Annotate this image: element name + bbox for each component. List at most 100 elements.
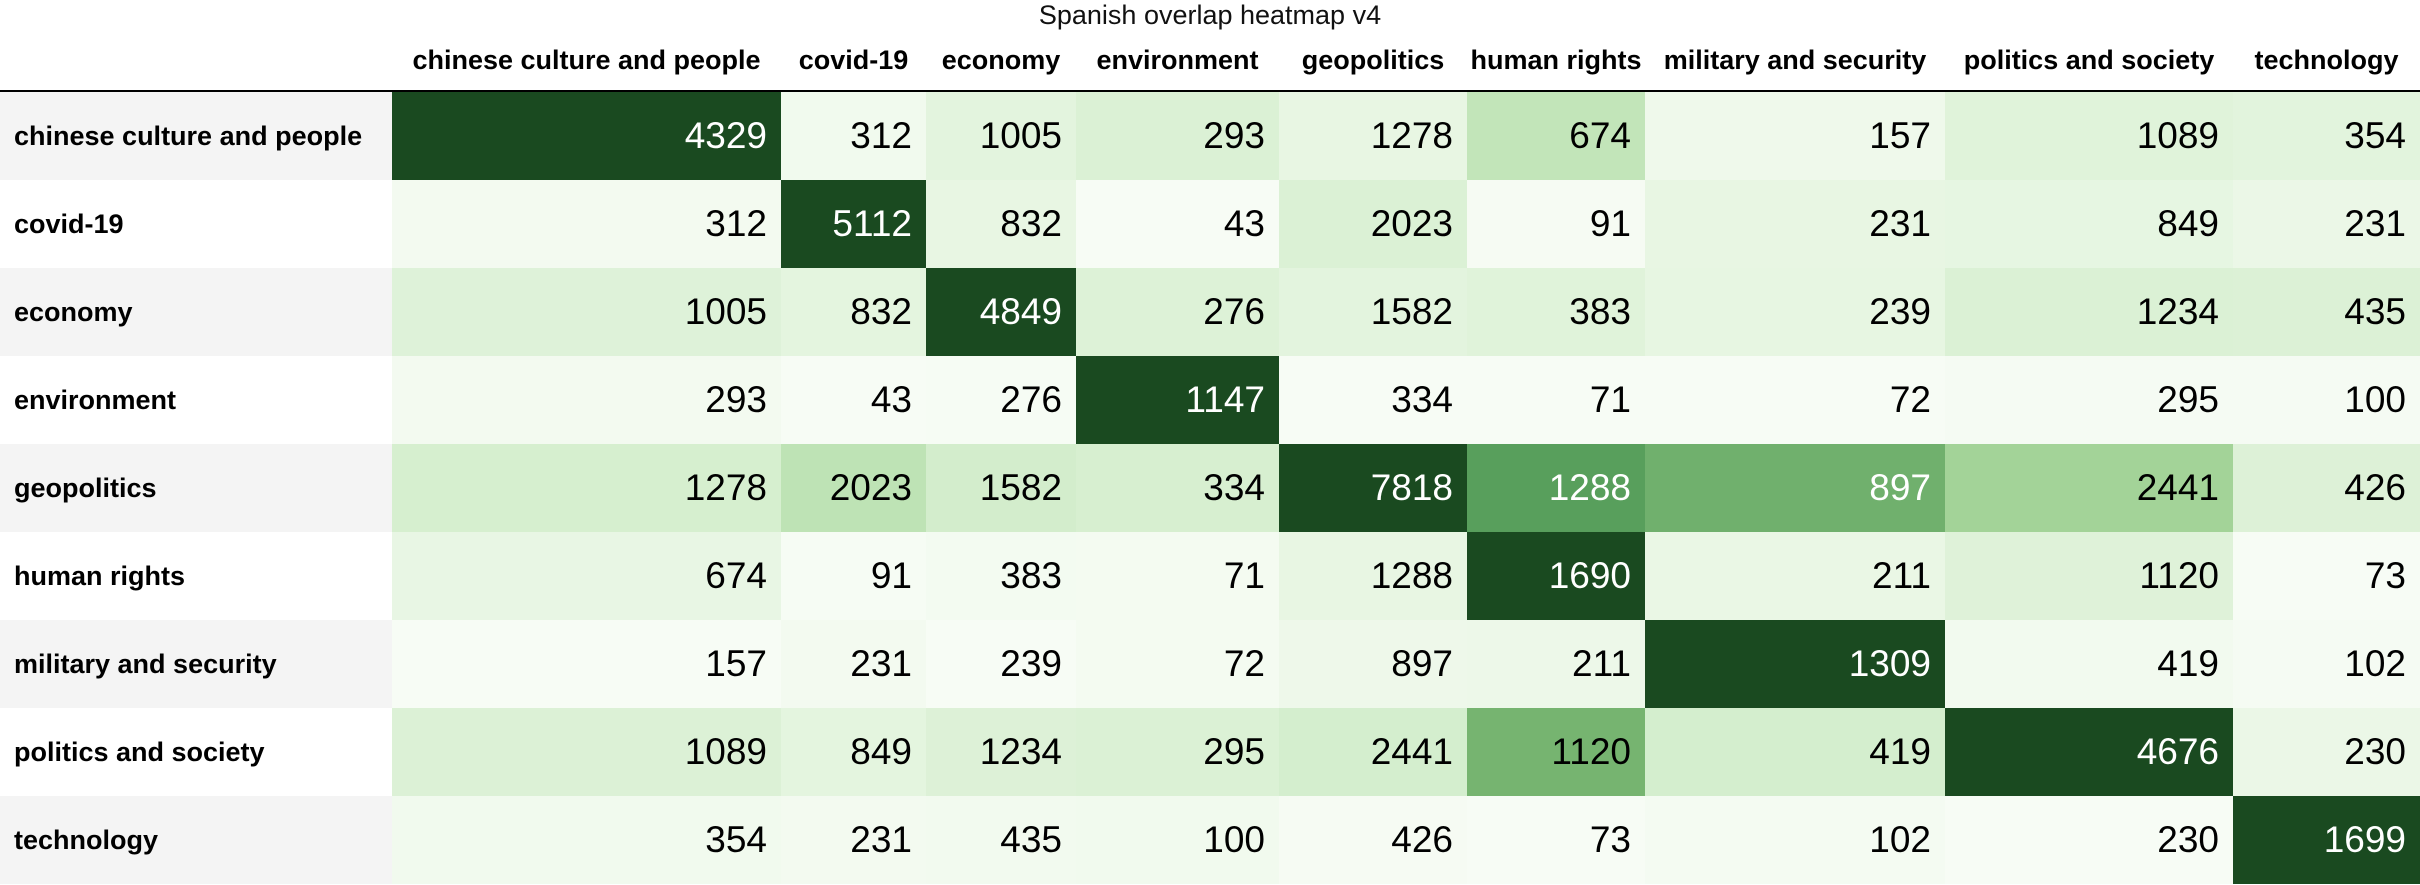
column-header-2: economy <box>926 30 1076 92</box>
heatmap-cell: 312 <box>781 91 926 180</box>
heatmap-cell: 1582 <box>926 444 1076 532</box>
heatmap-cell: 71 <box>1467 356 1645 444</box>
heatmap-cell: 435 <box>2233 268 2420 356</box>
heatmap-cell: 1699 <box>2233 796 2420 884</box>
heatmap-cell: 419 <box>1945 620 2233 708</box>
heatmap-body: chinese culture and people 4329 312 1005 293… <box>0 91 2420 884</box>
heatmap-cell: 293 <box>1076 91 1279 180</box>
heatmap-cell: 426 <box>1279 796 1467 884</box>
heatmap-cell: 295 <box>1076 708 1279 796</box>
heatmap-cell: 2441 <box>1945 444 2233 532</box>
heatmap-row: technology 354 231 435 100 426 73 102 230 1699 <box>0 796 2420 884</box>
heatmap-cell: 426 <box>2233 444 2420 532</box>
heatmap-cell: 897 <box>1279 620 1467 708</box>
heatmap-row: human rights 674 91 383 71 1288 1690 211 1120 73 <box>0 532 2420 620</box>
heatmap-cell: 211 <box>1645 532 1945 620</box>
heatmap-cell: 1690 <box>1467 532 1645 620</box>
heatmap-cell: 43 <box>1076 180 1279 268</box>
heatmap-cell: 1120 <box>1467 708 1645 796</box>
heatmap-cell: 1234 <box>1945 268 2233 356</box>
heatmap-cell: 231 <box>2233 180 2420 268</box>
column-header-0: chinese culture and people <box>392 30 781 92</box>
heatmap-cell: 419 <box>1645 708 1945 796</box>
heatmap-cell: 383 <box>926 532 1076 620</box>
heatmap-cell: 1278 <box>392 444 781 532</box>
heatmap-cell: 91 <box>781 532 926 620</box>
heatmap-cell: 312 <box>392 180 781 268</box>
column-header-4: geopolitics <box>1279 30 1467 92</box>
heatmap-cell: 231 <box>781 620 926 708</box>
heatmap-cell: 100 <box>2233 356 2420 444</box>
heatmap-cell: 5112 <box>781 180 926 268</box>
heatmap-cell: 293 <box>392 356 781 444</box>
row-header-2: economy <box>0 268 392 356</box>
heatmap-cell: 276 <box>1076 268 1279 356</box>
heatmap-cell: 73 <box>1467 796 1645 884</box>
heatmap-cell: 435 <box>926 796 1076 884</box>
row-header-4: geopolitics <box>0 444 392 532</box>
heatmap-cell: 231 <box>781 796 926 884</box>
heatmap-cell: 334 <box>1279 356 1467 444</box>
corner-cell <box>0 30 392 92</box>
heatmap-cell: 1278 <box>1279 91 1467 180</box>
heatmap-cell: 1147 <box>1076 356 1279 444</box>
heatmap-table: chinese culture and people covid-19 econom… <box>0 30 2420 884</box>
heatmap-cell: 354 <box>392 796 781 884</box>
chart-title: Spanish overlap heatmap v4 <box>1038 0 1382 30</box>
heatmap-cell: 276 <box>926 356 1076 444</box>
heatmap-row: politics and society 1089 849 1234 295 2441 11… <box>0 708 2420 796</box>
heatmap-cell: 1288 <box>1467 444 1645 532</box>
row-header-0: chinese culture and people <box>0 91 392 180</box>
column-header-8: technology <box>2233 30 2420 92</box>
heatmap-cell: 1089 <box>392 708 781 796</box>
row-header-5: human rights <box>14 560 186 591</box>
heatmap-cell: 157 <box>392 620 781 708</box>
column-header-row: chinese culture and people covid-19 econom… <box>0 30 2420 92</box>
heatmap-cell: 4849 <box>926 268 1076 356</box>
heatmap-cell: 897 <box>1645 444 1945 532</box>
heatmap-cell: 72 <box>1645 356 1945 444</box>
heatmap-row: military and security 157 231 239 72 897 211 13… <box>0 620 2420 708</box>
heatmap-row: chinese culture and people 4329 312 1005 293… <box>0 91 2420 180</box>
heatmap-cell: 2023 <box>781 444 926 532</box>
heatmap-cell: 72 <box>1076 620 1279 708</box>
heatmap-cell: 71 <box>1076 532 1279 620</box>
heatmap-cell: 354 <box>2233 91 2420 180</box>
heatmap-cell: 2023 <box>1279 180 1467 268</box>
heatmap-cell: 832 <box>926 180 1076 268</box>
heatmap-cell: 849 <box>781 708 926 796</box>
heatmap-cell: 231 <box>1645 180 1945 268</box>
heatmap-row: covid-19 312 5112 832 43 2023 91 231 849 231 <box>0 180 2420 268</box>
row-header-3: environment <box>14 384 177 415</box>
column-header-3: environment <box>1076 30 1279 92</box>
heatmap-cell: 1234 <box>926 708 1076 796</box>
column-header-5: human rights <box>1467 30 1645 92</box>
heatmap-cell: 100 <box>1076 796 1279 884</box>
heatmap-cell: 211 <box>1467 620 1645 708</box>
heatmap-cell: 1005 <box>926 91 1076 180</box>
heatmap-cell: 91 <box>1467 180 1645 268</box>
heatmap-cell: 102 <box>2233 620 2420 708</box>
heatmap-cell: 1288 <box>1279 532 1467 620</box>
heatmap-cell: 4676 <box>1945 708 2233 796</box>
row-header-8: technology <box>0 796 392 884</box>
heatmap-cell: 7818 <box>1279 444 1467 532</box>
heatmap-cell: 849 <box>1945 180 2233 268</box>
heatmap-cell: 1582 <box>1279 268 1467 356</box>
heatmap-cell: 73 <box>2233 532 2420 620</box>
column-header-1: covid-19 <box>781 30 926 92</box>
heatmap-cell: 43 <box>781 356 926 444</box>
heatmap-cell: 239 <box>1645 268 1945 356</box>
heatmap-cell: 674 <box>1467 91 1645 180</box>
heatmap-row: economy 1005 832 4849 276 1582 383 239 1234 435 <box>0 268 2420 356</box>
heatmap-cell: 295 <box>1945 356 2233 444</box>
heatmap-cell: 1005 <box>392 268 781 356</box>
heatmap-cell: 2441 <box>1279 708 1467 796</box>
heatmap-cell: 4329 <box>392 91 781 180</box>
row-header-1: covid-19 <box>14 208 124 239</box>
heatmap-cell: 230 <box>2233 708 2420 796</box>
heatmap-cell: 334 <box>1076 444 1279 532</box>
heatmap-cell: 383 <box>1467 268 1645 356</box>
heatmap-row: geopolitics 1278 2023 1582 334 7818 1288 897 244… <box>0 444 2420 532</box>
heatmap-cell: 674 <box>392 532 781 620</box>
